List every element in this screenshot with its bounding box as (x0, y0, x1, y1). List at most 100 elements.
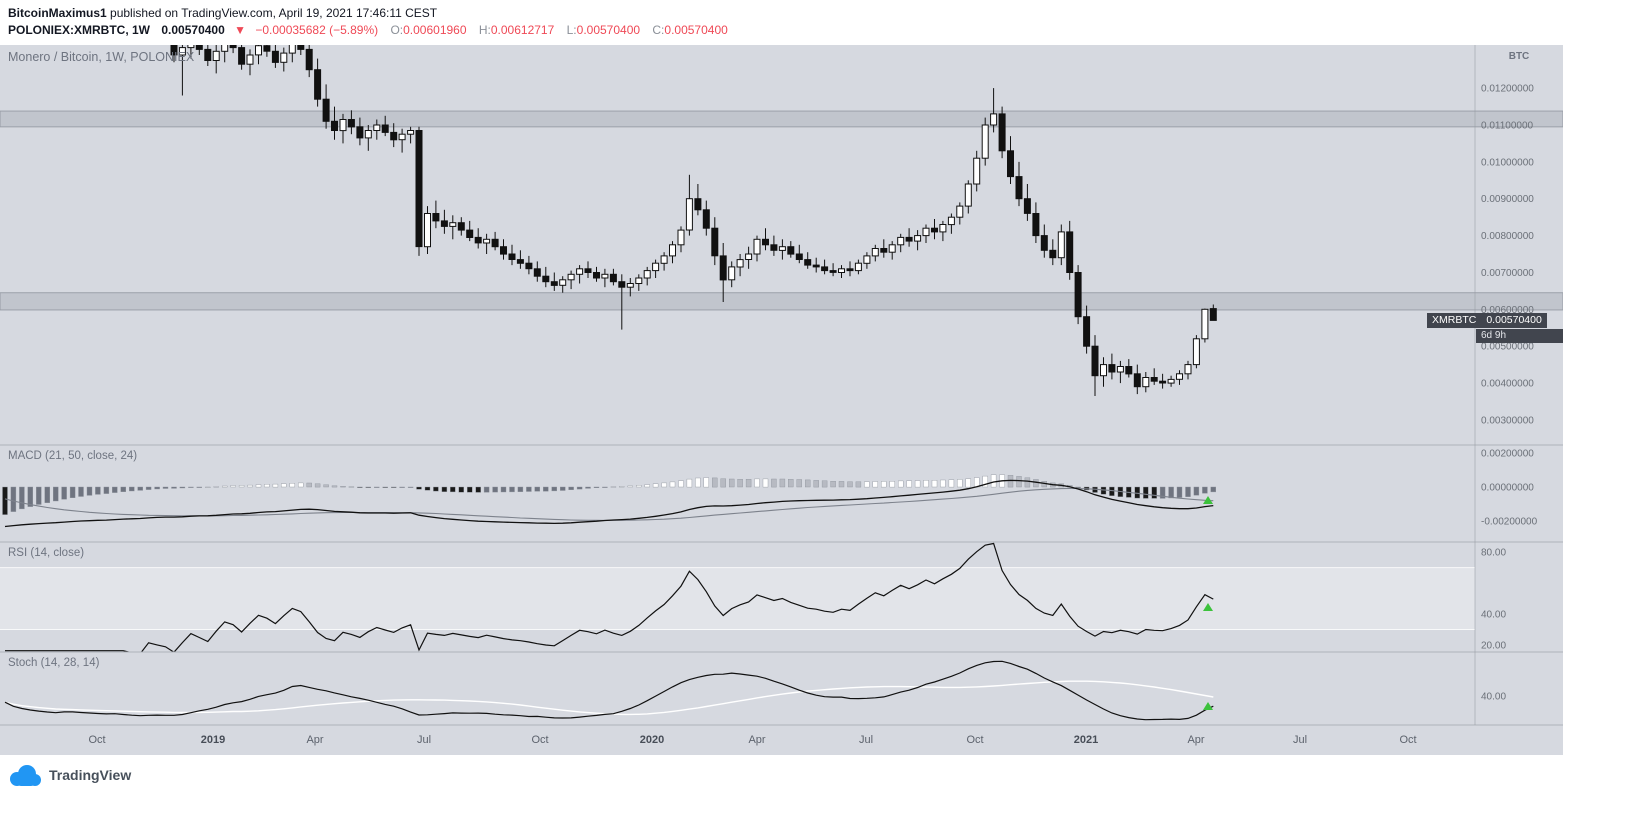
macd-panel-title[interactable]: MACD (21, 50, close, 24) (8, 450, 138, 462)
candle (1209, 308, 1217, 321)
time-axis[interactable] (0, 725, 1475, 755)
candle (246, 54, 254, 65)
candle (381, 124, 389, 133)
candle (238, 47, 246, 65)
candle (804, 259, 812, 266)
high-stat: H:0.00612717 (478, 23, 555, 37)
candle (373, 124, 381, 131)
candle (364, 130, 372, 139)
time-tick-label: Oct (531, 734, 548, 746)
candle (331, 120, 338, 132)
candle (314, 69, 322, 100)
candle (584, 268, 592, 274)
candle (787, 246, 795, 255)
time-tick-label: Apr (1187, 734, 1204, 746)
candle (1100, 364, 1107, 377)
candle (322, 98, 330, 122)
candle (508, 253, 516, 260)
price-tick-label: 0.01000000 (1481, 157, 1534, 168)
rsi-line (5, 542, 1214, 652)
candle (204, 48, 212, 62)
candle (736, 259, 744, 268)
chart-canvas[interactable]: 0.01200000 0.01100000 0.01000000 0.00900000… (0, 45, 1563, 755)
price-tick-label: 0.00500000 (1481, 342, 1534, 353)
candle (609, 273, 617, 283)
candle (1108, 364, 1116, 373)
candle (1015, 176, 1023, 200)
candle (694, 198, 702, 211)
candle (170, 45, 178, 56)
price-tick-label: 0.00400000 (1481, 379, 1534, 390)
bar-countdown: 6d 9h (1476, 329, 1563, 343)
candle (753, 238, 761, 255)
candle (871, 248, 879, 257)
candle (1150, 377, 1158, 382)
symbol-interval: POLONIEX:XMRBTC, 1W (8, 23, 151, 37)
tradingview-logo-link[interactable]: TradingView (8, 760, 131, 790)
stoch-panel-title[interactable]: Stoch (14, 28, 14) (8, 657, 100, 669)
candle (795, 253, 803, 260)
candle (1023, 198, 1031, 214)
candle (922, 227, 930, 237)
stoch-lines (4, 660, 1214, 721)
last-price: 0.00570400 (161, 23, 225, 37)
price-tick-label: 0.00700000 (1481, 268, 1534, 279)
candle (1167, 378, 1175, 384)
candle (677, 229, 685, 246)
panel-separators (0, 45, 1563, 726)
chart-area[interactable]: 0.01200000 0.01100000 0.01000000 0.00900000… (0, 45, 1563, 755)
price-axis-unit: BTC (1508, 51, 1530, 62)
candle (221, 45, 229, 52)
candle (947, 216, 955, 226)
candle (491, 238, 499, 248)
time-tick-label: Apr (748, 734, 765, 746)
candle (305, 48, 313, 71)
candle (762, 238, 769, 246)
buy-signal-triangle-icon (1203, 702, 1213, 710)
candle (897, 236, 905, 246)
symbol-stats-line: POLONIEX:XMRBTC, 1W 0.00570400 ▼ −0.0003… (8, 23, 728, 37)
candle (339, 119, 347, 132)
macd-tick-label: 0.00200000 (1481, 449, 1534, 460)
candle (178, 47, 186, 56)
last-price-tag-symbol: XMRBTC (1432, 314, 1477, 326)
macd-lines (4, 479, 1214, 528)
candle (449, 222, 457, 227)
candle (1184, 364, 1192, 375)
price-tick-label: 0.01200000 (1481, 84, 1534, 95)
candle (652, 262, 660, 272)
time-tick-label: Oct (966, 734, 983, 746)
rsi-panel-title[interactable]: RSI (14, close) (8, 547, 85, 559)
candle (288, 45, 296, 54)
candles-layer (170, 45, 1217, 396)
price-change: −0.00035682 (−5.89%) (255, 23, 379, 37)
candle (1125, 366, 1133, 375)
macd-tick-label: -0.00200000 (1481, 517, 1538, 528)
candle (424, 213, 431, 248)
last-price-tag: XMRBTC 0.00570400 (1427, 313, 1547, 328)
candle (407, 130, 415, 135)
candle (271, 50, 279, 63)
candle (1057, 231, 1065, 259)
candle (711, 227, 719, 257)
candle (821, 266, 829, 272)
candle (626, 283, 634, 288)
time-axis-labels: Oct 2019 Apr Jul Oct 2020 Apr Jul Oct 2021 Apr Jul O… (88, 734, 1416, 746)
candle (829, 270, 837, 273)
snapshot-header: BitcoinMaximus1 published on TradingView… (0, 0, 1627, 45)
candle (846, 268, 854, 272)
time-tick-label: Oct (88, 734, 105, 746)
candle (1083, 316, 1091, 347)
candle (466, 229, 474, 239)
price-tick-label: 0.00300000 (1481, 415, 1534, 426)
chart-legend[interactable]: Monero / Bitcoin, 1W, POLONIEX (8, 50, 195, 64)
price-axis[interactable] (1475, 45, 1563, 725)
candle (905, 236, 913, 242)
candle (187, 45, 195, 49)
candle (229, 45, 237, 49)
macd-histogram (2, 474, 1217, 515)
candle (1142, 377, 1150, 388)
candle (1116, 366, 1124, 373)
candle (838, 268, 845, 274)
